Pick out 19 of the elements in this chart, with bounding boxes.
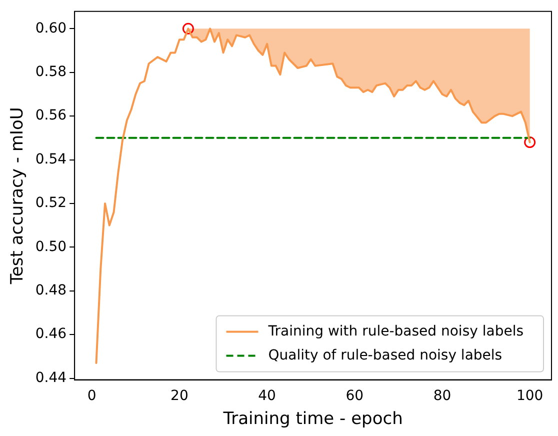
y-tick-label: 0.52	[35, 195, 67, 212]
y-tick-label: 0.46	[35, 326, 67, 342]
x-axis-title: Training time - epoch	[222, 409, 403, 430]
x-tick-label: 40	[258, 388, 276, 404]
x-tick-label: 80	[433, 388, 452, 404]
x-tick-label: 60	[346, 388, 364, 404]
y-tick-label: 0.58	[35, 64, 67, 80]
x-tick-label: 20	[170, 388, 188, 404]
y-axis-title: Test accuracy - mIoU	[8, 107, 28, 286]
y-tick-label: 0.60	[35, 20, 67, 36]
legend-label: Quality of rule-based noisy labels	[268, 347, 502, 364]
y-tick-label: 0.54	[35, 151, 67, 168]
y-tick-label: 0.44	[35, 370, 67, 386]
y-tick-label: 0.48	[35, 282, 67, 299]
x-tick-label: 100	[516, 388, 544, 404]
y-tick-label: 0.56	[35, 108, 67, 124]
legend-label: Training with rule-based noisy labels	[267, 323, 524, 340]
x-tick-label: 0	[87, 388, 96, 404]
y-tick-label: 0.50	[35, 238, 67, 255]
